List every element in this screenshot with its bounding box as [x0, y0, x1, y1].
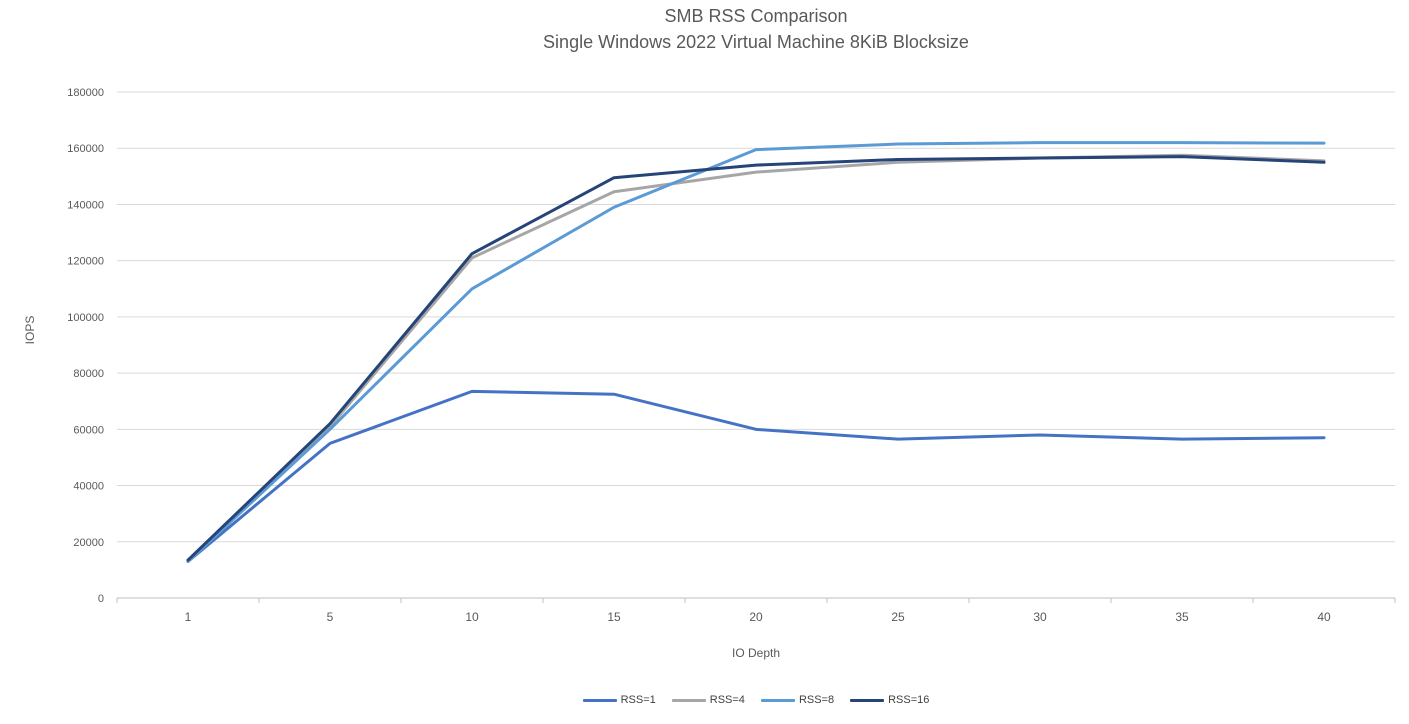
y-tick-label: 0	[98, 593, 104, 605]
x-tick-label: 5	[327, 610, 334, 624]
chart-subtitle: Single Windows 2022 Virtual Machine 8KiB…	[543, 32, 969, 52]
x-tick-label: 10	[465, 610, 479, 624]
legend-swatch	[582, 698, 617, 702]
y-tick-label: 80000	[73, 368, 104, 380]
legend-label: RSS=16	[888, 694, 930, 706]
legend: RSS=1 RSS=4 RSS=8 RSS=16	[117, 694, 1395, 706]
y-tick-label: 140000	[67, 199, 104, 211]
legend-item: RSS=16	[850, 694, 929, 706]
y-tick-label: 100000	[67, 312, 104, 324]
y-tick-label: 180000	[67, 87, 104, 99]
x-tick-label: 25	[891, 610, 905, 624]
series-line-rss-4	[186, 153, 1326, 563]
legend-label: RSS=4	[709, 694, 745, 706]
y-tick-label: 60000	[73, 424, 104, 436]
series-line-rss-16	[186, 155, 1326, 562]
series-line-rss-1	[186, 389, 1326, 563]
chart-title-block: SMB RSS Comparison Single Windows 2022 V…	[117, 3, 1395, 55]
x-tick-label: 1	[185, 610, 192, 624]
x-tick-label: 30	[1033, 610, 1047, 624]
legend-item: RSS=1	[582, 694, 656, 706]
x-tick-label: 20	[749, 610, 763, 624]
x-tick-label: 35	[1175, 610, 1189, 624]
legend-item: RSS=8	[760, 694, 835, 706]
series-line-rss-8	[186, 141, 1326, 563]
legend-item: RSS=4	[671, 694, 745, 706]
legend-label: RSS=8	[798, 694, 835, 706]
legend-swatch	[850, 698, 885, 702]
y-tick-label: 160000	[67, 143, 104, 155]
y-tick-label: 120000	[67, 256, 104, 268]
y-tick-label: 40000	[73, 481, 104, 493]
legend-label: RSS=1	[620, 694, 656, 706]
x-axis-title: IO Depth	[731, 646, 781, 660]
chart-title: SMB RSS Comparison	[664, 6, 848, 26]
legend-swatch	[760, 698, 795, 702]
x-tick-label: 40	[1317, 610, 1331, 624]
x-tick-label: 15	[607, 610, 621, 624]
legend-swatch	[671, 698, 706, 702]
y-tick-label: 20000	[73, 537, 104, 549]
y-axis-title: IOPS	[23, 315, 37, 345]
